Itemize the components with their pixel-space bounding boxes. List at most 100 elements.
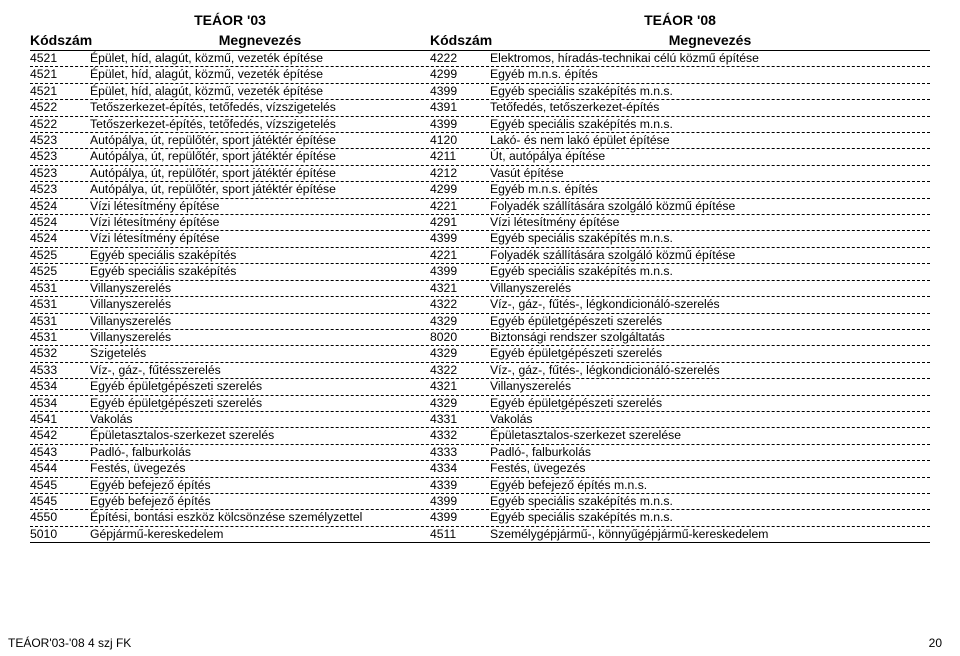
table-row: 4525Egyéb speciális szaképítés4399Egyéb …: [30, 264, 930, 280]
cell-code-08: 4329: [430, 346, 490, 361]
cell-name-08: Vízi létesítmény építése: [490, 215, 930, 230]
cell-name-08: Vasút építése: [490, 166, 930, 181]
cell-code-03: 4525: [30, 248, 90, 263]
cell-name-08: Épületasztalos-szerkezet szerelése: [490, 428, 930, 443]
cell-code-08: 4339: [430, 478, 490, 493]
cell-name-03: Villanyszerelés: [90, 281, 430, 296]
cell-code-03: 4523: [30, 166, 90, 181]
cell-code-03: 4543: [30, 445, 90, 460]
cell-code-03: 4524: [30, 231, 90, 246]
cell-name-03: Egyéb épületgépészeti szerelés: [90, 396, 430, 411]
table-row: 4531Villanyszerelés4329Egyéb épületgépés…: [30, 314, 930, 330]
table-row: 4521Épület, híd, alagút, közmű, vezeték …: [30, 84, 930, 100]
cell-code-08: 4321: [430, 281, 490, 296]
footer-left: TEÁOR'03-'08 4 szj FK: [8, 636, 131, 650]
cell-name-08: Víz-, gáz-, fűtés-, légkondicionáló-szer…: [490, 297, 930, 312]
cell-code-03: 4521: [30, 51, 90, 66]
cell-name-03: Egyéb speciális szaképítés: [90, 264, 430, 279]
cell-name-03: Egyéb épületgépészeti szerelés: [90, 379, 430, 394]
col-header-name-right: Megnevezés: [490, 32, 930, 48]
cell-code-08: 4299: [430, 182, 490, 197]
footer-right: 20: [929, 636, 942, 650]
cell-code-03: 4522: [30, 100, 90, 115]
cell-code-03: 5010: [30, 527, 90, 542]
cell-code-08: 4399: [430, 231, 490, 246]
table-row: 4534Egyéb épületgépészeti szerelés4321Vi…: [30, 379, 930, 395]
col-header-code-left: Kódszám: [30, 32, 90, 48]
cell-code-08: 4221: [430, 248, 490, 263]
cell-name-03: Autópálya, út, repülőtér, sport játéktér…: [90, 149, 430, 164]
cell-code-08: 4511: [430, 527, 490, 542]
cell-code-08: 4334: [430, 461, 490, 476]
cell-code-08: 4321: [430, 379, 490, 394]
cell-name-08: Személygépjármű-, könnyűgépjármű-kereske…: [490, 527, 930, 542]
cell-code-03: 4534: [30, 396, 90, 411]
cell-name-08: Egyéb épületgépészeti szerelés: [490, 314, 930, 329]
cell-code-03: 4550: [30, 510, 90, 525]
table-row: 4523Autópálya, út, repülőtér, sport játé…: [30, 182, 930, 198]
cell-code-08: 4212: [430, 166, 490, 181]
cell-name-08: Egyéb speciális szaképítés m.n.s.: [490, 264, 930, 279]
cell-code-03: 4523: [30, 149, 90, 164]
cell-name-08: Egyéb speciális szaképítés m.n.s.: [490, 494, 930, 509]
cell-name-03: Autópálya, út, repülőtér, sport játéktér…: [90, 182, 430, 197]
cell-code-03: 4524: [30, 215, 90, 230]
cell-code-03: 4545: [30, 494, 90, 509]
page: TEÁOR '03 TEÁOR '08 Kódszám Megnevezés K…: [0, 0, 960, 656]
cell-name-03: Gépjármű-kereskedelem: [90, 527, 430, 542]
cell-name-08: Tetőfedés, tetőszerkezet-építés: [490, 100, 930, 115]
cell-name-03: Vízi létesítmény építése: [90, 231, 430, 246]
cell-code-08: 4331: [430, 412, 490, 427]
col-header-code-right: Kódszám: [430, 32, 490, 48]
cell-name-03: Egyéb speciális szaképítés: [90, 248, 430, 263]
table-row: 4545Egyéb befejező építés4339Egyéb befej…: [30, 478, 930, 494]
cell-name-03: Autópálya, út, repülőtér, sport játéktér…: [90, 166, 430, 181]
cell-code-08: 4221: [430, 199, 490, 214]
table-row: 4531Villanyszerelés4322Víz-, gáz-, fűtés…: [30, 297, 930, 313]
table-row: 4543Padló-, falburkolás4333Padló-, falbu…: [30, 445, 930, 461]
cell-name-03: Vízi létesítmény építése: [90, 199, 430, 214]
cell-code-03: 4531: [30, 330, 90, 345]
cell-name-08: Villanyszerelés: [490, 281, 930, 296]
cell-name-03: Egyéb befejező építés: [90, 478, 430, 493]
cell-code-03: 4531: [30, 281, 90, 296]
cell-code-03: 4531: [30, 297, 90, 312]
table-row: 4532Szigetelés4329Egyéb épületgépészeti …: [30, 346, 930, 362]
cell-name-03: Szigetelés: [90, 346, 430, 361]
cell-name-08: Egyéb épületgépészeti szerelés: [490, 396, 930, 411]
cell-code-03: 4522: [30, 117, 90, 132]
cell-code-08: 4211: [430, 149, 490, 164]
cell-code-08: 4399: [430, 84, 490, 99]
cell-name-03: Autópálya, út, repülőtér, sport játéktér…: [90, 133, 430, 148]
cell-code-08: 4322: [430, 363, 490, 378]
cell-code-03: 4531: [30, 314, 90, 329]
table-row: 4544Festés, üvegezés4334Festés, üvegezés: [30, 461, 930, 477]
cell-code-08: 4291: [430, 215, 490, 230]
table-row: 4550Építési, bontási eszköz kölcsönzése …: [30, 510, 930, 526]
cell-name-03: Padló-, falburkolás: [90, 445, 430, 460]
cell-code-03: 4545: [30, 478, 90, 493]
header-group-titles: TEÁOR '03 TEÁOR '08: [30, 12, 930, 28]
cell-code-03: 4523: [30, 133, 90, 148]
cell-name-08: Egyéb m.n.s. építés: [490, 182, 930, 197]
cell-name-08: Egyéb befejező építés m.n.s.: [490, 478, 930, 493]
cell-name-03: Vakolás: [90, 412, 430, 427]
table-row: 4531Villanyszerelés4321Villanyszerelés: [30, 281, 930, 297]
cell-code-08: 4299: [430, 67, 490, 82]
cell-code-03: 4524: [30, 199, 90, 214]
cell-name-08: Egyéb speciális szaképítés m.n.s.: [490, 84, 930, 99]
header-left-title: TEÁOR '03: [30, 12, 430, 28]
cell-code-08: 8020: [430, 330, 490, 345]
table-row: 4524Vízi létesítmény építése4221Folyadék…: [30, 199, 930, 215]
cell-name-08: Egyéb m.n.s. építés: [490, 67, 930, 82]
cell-code-03: 4544: [30, 461, 90, 476]
cell-name-03: Tetőszerkezet-építés, tetőfedés, vízszig…: [90, 100, 430, 115]
table-row: 4545Egyéb befejező építés4399Egyéb speci…: [30, 494, 930, 510]
cell-name-03: Épület, híd, alagút, közmű, vezeték épít…: [90, 84, 430, 99]
table-row: 4523Autópálya, út, repülőtér, sport játé…: [30, 149, 930, 165]
cell-name-03: Épület, híd, alagút, közmű, vezeték épít…: [90, 67, 430, 82]
cell-code-08: 4399: [430, 510, 490, 525]
cell-name-03: Villanyszerelés: [90, 314, 430, 329]
cell-name-03: Festés, üvegezés: [90, 461, 430, 476]
col-header-name-left: Megnevezés: [90, 32, 430, 48]
